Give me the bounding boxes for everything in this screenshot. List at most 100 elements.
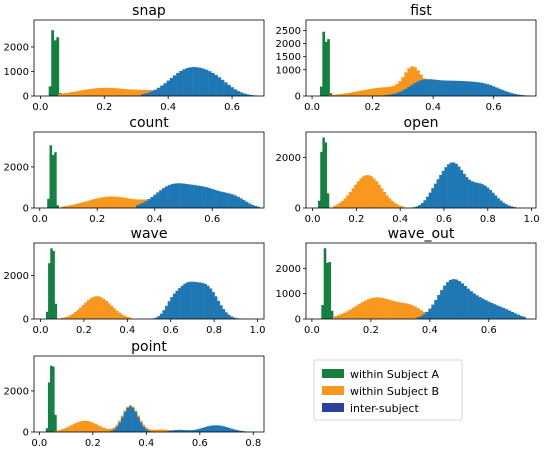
y-tick-label: 2500	[276, 26, 301, 37]
y-tick-label: 2000	[276, 39, 301, 50]
histogram-bar	[131, 90, 134, 96]
histogram-bar	[168, 301, 171, 319]
histogram-bar	[359, 178, 362, 208]
x-tick-label: 0.6	[481, 325, 497, 336]
histogram-bar	[153, 195, 156, 208]
y-tick-label: 1000	[276, 65, 301, 76]
histogram-bar	[225, 312, 228, 319]
histogram-bar	[112, 88, 115, 96]
histogram-bar	[103, 88, 106, 96]
histogram-bar	[362, 176, 365, 208]
histogram-bar	[215, 296, 218, 319]
histogram-bar	[194, 185, 197, 208]
histogram-bar	[106, 88, 109, 96]
histogram-bar	[388, 198, 391, 208]
histogram-bar	[453, 81, 456, 96]
histogram-bar	[434, 300, 437, 319]
histogram-bar	[459, 81, 462, 96]
histogram-bar	[234, 195, 237, 208]
histogram-bar	[189, 67, 192, 96]
histogram-bar	[444, 81, 447, 96]
histogram-bar	[196, 282, 199, 319]
histogram-bar	[452, 279, 455, 319]
histogram-bar	[212, 292, 215, 319]
histogram-bar	[224, 82, 227, 96]
histogram-bar	[327, 39, 330, 96]
histogram-bar	[130, 199, 133, 208]
histogram-bar	[121, 418, 124, 432]
histogram-bar	[123, 316, 126, 319]
histogram-bar	[434, 184, 437, 208]
y-tick-label: 2000	[4, 162, 29, 173]
histogram-bar	[452, 162, 455, 208]
histogram-bar	[90, 89, 93, 96]
subplot-title: snap	[132, 3, 166, 19]
histogram-bar	[202, 283, 205, 319]
histogram-bar	[437, 179, 440, 208]
histogram-bar	[194, 282, 197, 319]
histogram-bar	[73, 424, 76, 432]
histogram-bar	[492, 86, 495, 96]
histogram-bar	[110, 306, 113, 319]
histogram-bar	[425, 312, 428, 319]
histogram-bar	[99, 88, 102, 96]
x-tick-label: 0.6	[204, 214, 220, 225]
histogram-bar	[394, 203, 397, 208]
histogram-bar	[479, 183, 482, 208]
histogram-bar	[375, 181, 378, 208]
histogram-bar	[199, 283, 202, 319]
histogram-bar	[74, 312, 77, 319]
histogram-bar	[71, 92, 74, 96]
histogram-bar	[470, 291, 473, 319]
histogram-bar	[107, 197, 110, 208]
histogram-bar	[380, 188, 383, 208]
histogram-bar	[135, 90, 138, 96]
histogram-bar	[346, 311, 349, 319]
histogram-bar	[372, 298, 375, 319]
histogram-bar	[325, 142, 327, 208]
histogram-bar	[471, 181, 474, 208]
histogram-bar	[108, 429, 111, 432]
histogram-bar	[182, 184, 185, 208]
y-tick-label: 0	[295, 92, 301, 103]
legend-label-within-subject-a: within Subject A	[350, 368, 439, 381]
histogram-bar	[150, 197, 153, 208]
histogram-bar	[165, 306, 168, 319]
histogram-bar	[68, 92, 71, 96]
histogram-bar	[450, 163, 453, 208]
histogram-bar	[227, 85, 230, 96]
histogram-bar	[113, 197, 116, 208]
histogram-bar	[122, 89, 125, 96]
histogram-bar	[510, 93, 513, 96]
histogram-bar	[334, 316, 337, 319]
histogram-bar	[228, 193, 231, 208]
histogram-bar	[352, 188, 355, 208]
x-tick-label: 0.4	[422, 325, 438, 336]
histogram-bar	[483, 83, 486, 96]
histogram-bar	[428, 309, 431, 319]
histogram-bar	[476, 183, 479, 208]
histogram-bar	[136, 205, 139, 208]
histogram-bar	[378, 297, 381, 319]
histogram-bar	[52, 251, 54, 319]
legend-label-inter-subject: inter-subject	[350, 402, 419, 415]
histogram-bar	[219, 192, 222, 208]
histogram-bar	[490, 303, 493, 319]
histogram-bar	[468, 81, 471, 96]
histogram-bar	[340, 314, 343, 319]
histogram-bar	[401, 90, 404, 96]
histogram-bar	[508, 311, 511, 319]
histogram-bar	[222, 192, 225, 208]
histogram-bar	[499, 307, 502, 319]
x-tick-label: 0.0	[31, 438, 47, 449]
histogram-bar	[178, 288, 181, 319]
histogram-bar	[420, 316, 423, 319]
histogram-bar	[209, 288, 212, 319]
histogram-bar	[393, 301, 396, 319]
histogram-bar	[79, 307, 82, 319]
histogram-bar	[423, 79, 426, 96]
histogram-bar	[62, 429, 65, 432]
histogram-bar	[429, 79, 432, 96]
histogram-bar	[396, 205, 399, 208]
